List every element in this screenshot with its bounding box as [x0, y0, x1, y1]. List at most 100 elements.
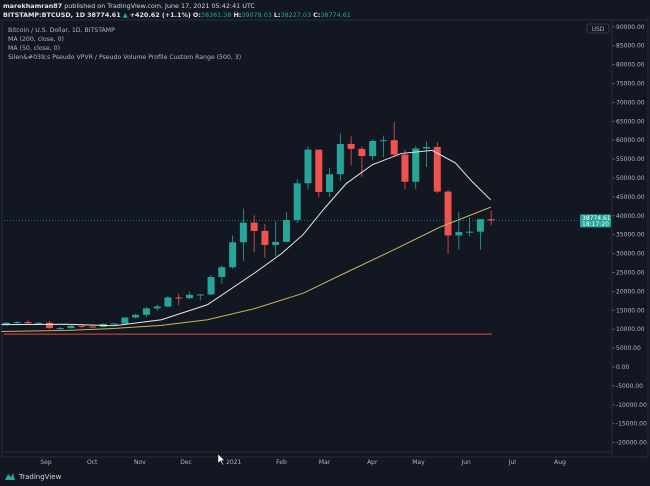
x-tick-label: Feb [276, 459, 287, 466]
last-price: 38774.61 [87, 11, 121, 19]
candle-body [239, 222, 247, 243]
candle-body [153, 306, 161, 309]
candle-body [2, 322, 10, 326]
tradingview-logo[interactable]: TradingView [4, 472, 61, 481]
y-tick-label: 25000.00 [616, 270, 645, 277]
ma200-line [1, 206, 491, 332]
y-tick-label: 35000.00 [616, 232, 645, 239]
candle-body [175, 297, 183, 299]
x-tick-label: Mar [319, 459, 331, 466]
ma50-line [1, 149, 492, 327]
candle-body [358, 148, 366, 157]
candle [347, 136, 355, 166]
candle-body [282, 219, 290, 242]
candle [89, 325, 97, 328]
candle-body [110, 323, 118, 325]
candle-body [347, 143, 355, 149]
x-tick-label: Nov [134, 459, 146, 466]
candle [45, 321, 53, 330]
price-tag-value: 38774.61 [582, 215, 611, 222]
candle [369, 139, 377, 160]
price-chart[interactable]: 90000.00 85000.00 80000.00 75000.00 70000.00… [0, 0, 650, 470]
author: marekhamran87 [3, 2, 63, 10]
candle-body [444, 191, 452, 236]
candle [239, 208, 247, 262]
candle-body [196, 294, 204, 296]
candle-body [132, 314, 140, 318]
candle [24, 320, 32, 325]
candle-body [218, 267, 226, 278]
candle [293, 179, 301, 223]
currency-label: USD [592, 26, 605, 33]
candle [229, 235, 237, 269]
candle [272, 221, 280, 257]
candle [444, 189, 452, 254]
y-tick-label: 55000.00 [616, 156, 645, 163]
candle-body [67, 325, 75, 329]
candle [196, 294, 204, 301]
candle-body [186, 294, 194, 299]
candle-body [433, 147, 441, 192]
candle [67, 325, 75, 329]
candle [401, 149, 409, 190]
candle [78, 325, 86, 329]
candle [315, 149, 323, 198]
candle-body [35, 322, 43, 324]
candle-body [326, 174, 334, 192]
y-tick-label: -5000.00 [616, 383, 643, 390]
candle [175, 293, 183, 306]
candle-body [401, 154, 409, 182]
y-tick-label: 90000.00 [616, 24, 645, 31]
open-label: O: [192, 11, 201, 19]
x-tick-label: May [412, 459, 425, 466]
candle-body [261, 230, 269, 245]
x-tick-label: Jun [460, 459, 471, 466]
candle [153, 304, 161, 312]
x-tick-label: Apr [367, 459, 378, 466]
y-tick-label: 30000.00 [616, 251, 645, 258]
candle [250, 215, 258, 253]
y-tick-label: 40000.00 [616, 213, 645, 220]
y-tick-label: -10000.00 [616, 402, 647, 409]
candle [390, 122, 398, 156]
low-label: L: [273, 11, 281, 19]
publish-info: marekhamran87 published on TradingView.c… [3, 2, 255, 10]
candle [423, 141, 431, 168]
candle-body [412, 148, 420, 182]
high-label: H: [233, 11, 242, 19]
price-tag-countdown: 18:17:20 [582, 221, 609, 228]
x-tick-label: Jul [508, 459, 517, 466]
candle [304, 146, 312, 190]
symbol: BITSTAMP:BTCUSD, 1D [3, 11, 86, 19]
candle [379, 135, 387, 157]
legend-symbol: Bitcoin / U.S. Dollar, 1D, BITSTAMP [8, 27, 115, 34]
candle-body [45, 322, 53, 329]
candle [56, 326, 64, 330]
candle-body [423, 147, 431, 149]
candle [487, 210, 495, 226]
candle [336, 133, 344, 181]
candle-body [164, 297, 172, 307]
published-text: published on TradingView.com, June 17, 2… [64, 2, 255, 10]
y-tick-label: 20000.00 [616, 288, 645, 295]
y-tick-label: 70000.00 [616, 99, 645, 106]
up-arrow-icon: ▲ [122, 11, 128, 19]
x-tick-label: Dec [180, 459, 192, 466]
candle-body [293, 183, 301, 220]
x-tick-label: Sep [40, 459, 52, 466]
chart-frame [1, 19, 649, 458]
price-change: +420.62 (+1.1%) [129, 11, 191, 19]
y-tick-label: 50000.00 [616, 175, 645, 182]
candle [412, 146, 420, 189]
candle [466, 217, 474, 237]
high-value: 39078.03 [241, 11, 272, 19]
candle-body [272, 241, 280, 245]
candle-body [466, 231, 474, 233]
candle [261, 224, 269, 258]
candle [476, 219, 484, 250]
mouse-cursor-icon [217, 453, 225, 466]
candle [218, 265, 226, 284]
price-tag [580, 214, 611, 228]
y-tick-label: 65000.00 [616, 118, 645, 125]
symbol-info: BITSTAMP:BTCUSD, 1D 38774.61 ▲ +420.62 (… [3, 11, 351, 19]
